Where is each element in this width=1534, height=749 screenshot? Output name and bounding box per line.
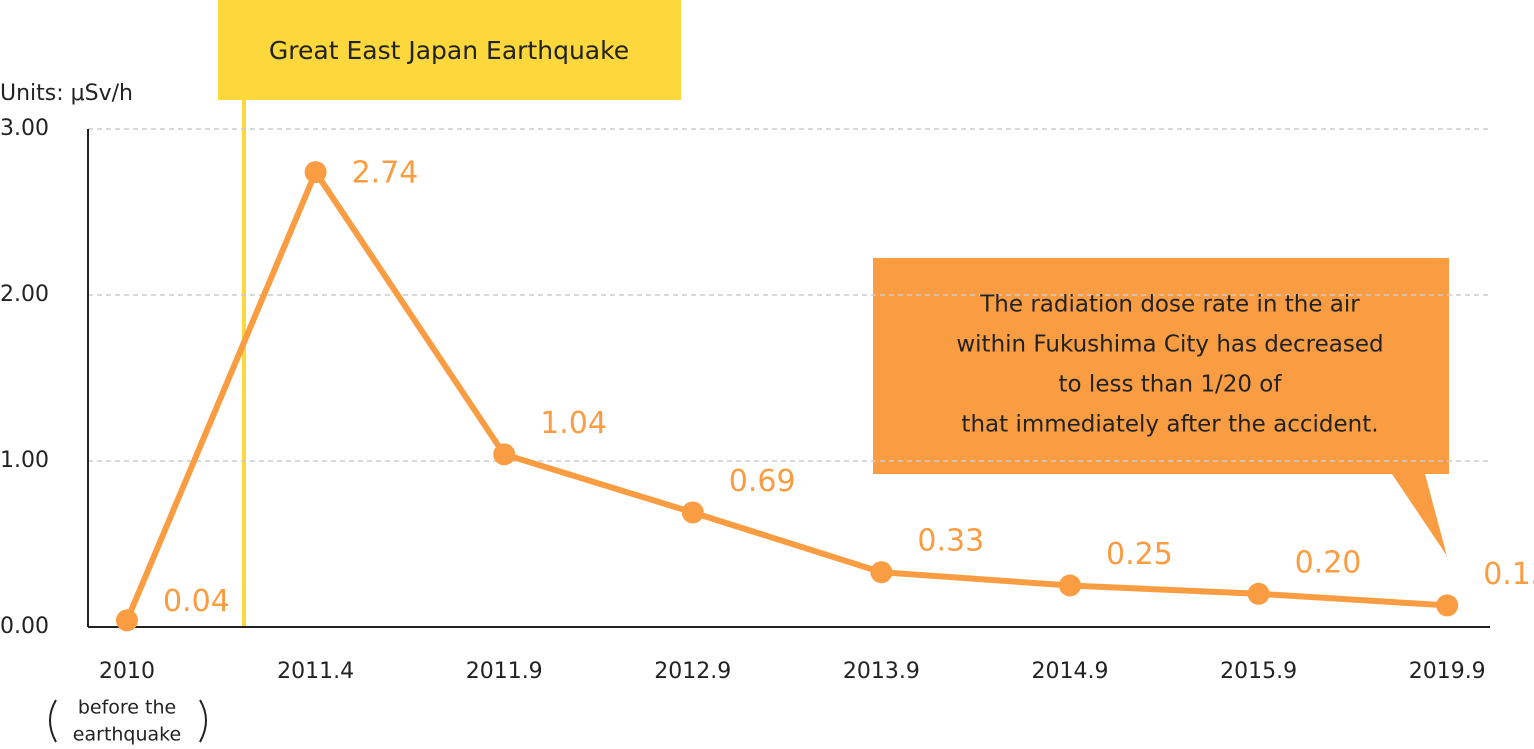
data-point xyxy=(1436,594,1459,617)
data-point xyxy=(304,161,327,184)
x-tick-note: before the xyxy=(78,697,176,719)
value-label: 1.04 xyxy=(540,406,607,441)
annotation-box xyxy=(218,0,681,100)
data-point xyxy=(116,609,138,632)
x-tick-label: 2010 xyxy=(99,659,155,684)
y-tick-label: 3.00 xyxy=(0,116,49,141)
data-point xyxy=(1059,574,1081,597)
data-point xyxy=(870,561,893,584)
value-label: 0.33 xyxy=(917,524,984,559)
x-tick-label: 2013.9 xyxy=(843,659,920,684)
x-tick-label: 2019.9 xyxy=(1409,659,1486,684)
x-tick-label: 2011.9 xyxy=(466,659,543,684)
data-point xyxy=(493,443,516,466)
value-label: 0.13 xyxy=(1483,557,1534,592)
callout-text: within Fukushima City has decreased xyxy=(956,332,1383,358)
callout-text: that immediately after the accident. xyxy=(961,412,1378,438)
value-label: 0.20 xyxy=(1295,545,1362,580)
y-tick-label: 0.00 xyxy=(0,614,49,639)
x-tick-label: 2015.9 xyxy=(1220,659,1297,684)
y-tick-label: 1.00 xyxy=(0,448,49,473)
x-tick-label: 2011.4 xyxy=(277,659,354,684)
value-label: 2.74 xyxy=(352,156,419,191)
x-tick-note: earthquake xyxy=(73,724,181,746)
annotation: Great East Japan Earthquake xyxy=(269,36,629,65)
x-tick-label: 2014.9 xyxy=(1032,659,1109,684)
value-label: 0.04 xyxy=(163,584,230,619)
x-tick-label: 2012.9 xyxy=(654,659,731,684)
paren xyxy=(199,699,207,743)
y-tick-label: 2.00 xyxy=(0,282,49,307)
value-label: 0.25 xyxy=(1106,537,1173,572)
data-point xyxy=(681,501,704,524)
paren xyxy=(49,699,57,743)
data-line xyxy=(124,169,1448,622)
data-point xyxy=(1247,582,1270,605)
callout-text: to less than 1/20 of xyxy=(1059,372,1283,398)
callout-box xyxy=(873,258,1449,556)
value-label: 0.69 xyxy=(729,464,796,499)
units-label: Units: μSv/h xyxy=(0,81,133,106)
callout-text: The radiation dose rate in the air xyxy=(979,292,1360,318)
